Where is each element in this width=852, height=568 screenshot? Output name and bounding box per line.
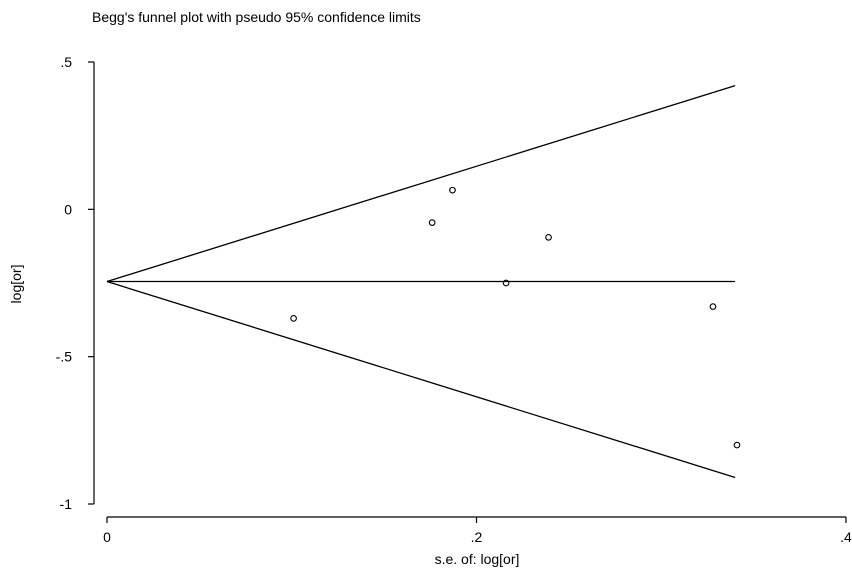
- study-point: [428, 219, 436, 226]
- axes: [93, 62, 846, 518]
- y-tick-label: -.5: [56, 349, 73, 365]
- x-tick-label: 0: [103, 529, 111, 545]
- study-point: [709, 303, 717, 310]
- study-point: [545, 233, 552, 241]
- study-point: [290, 315, 297, 322]
- chart-title: Begg's funnel plot with pseudo 95% confi…: [92, 9, 421, 25]
- x-tick-label: .2: [471, 529, 483, 545]
- lower-confidence-limit: [106, 280, 736, 479]
- study-point: [733, 441, 741, 449]
- study-point: [502, 279, 510, 287]
- x-tick-label: .4: [840, 529, 852, 545]
- x-axis-label: s.e. of: log[or]: [435, 551, 520, 567]
- funnel-lines: [106, 84, 736, 479]
- y-axis-label: log[or]: [8, 265, 24, 304]
- y-tick-label: -1: [60, 496, 73, 512]
- study-points: [290, 186, 741, 449]
- upper-confidence-limit: [106, 84, 736, 283]
- study-point: [449, 186, 456, 194]
- y-tick-label: 0: [64, 201, 72, 217]
- axis-ticks: .5 0 -.5 -1 0 .2 .4: [56, 54, 852, 545]
- y-tick-label: .5: [60, 54, 72, 70]
